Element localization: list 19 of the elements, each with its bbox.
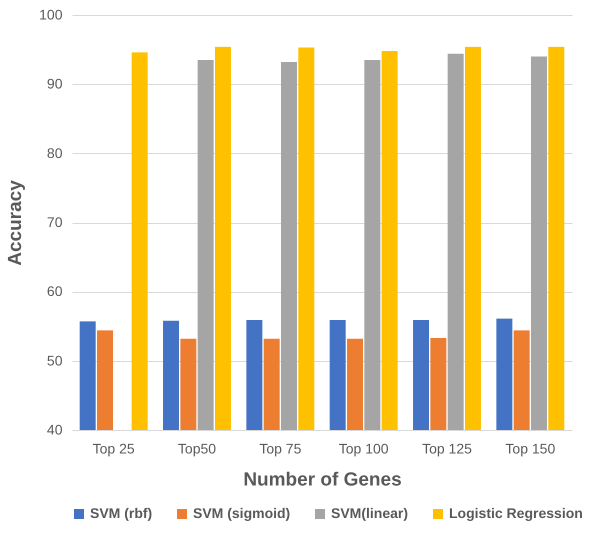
- y-tick-label: 80: [46, 144, 63, 161]
- x-tick-label: Top 25: [92, 440, 135, 456]
- x-tick-label: Top 150: [505, 440, 556, 456]
- legend-label: SVM (sigmoid): [193, 505, 290, 521]
- y-axis-title: Accuracy: [5, 180, 26, 266]
- x-tick-label: Top 100: [338, 440, 389, 456]
- y-tick-label: 40: [46, 422, 63, 438]
- x-tick-label: Top50: [178, 440, 216, 456]
- y-tick-label: 90: [46, 76, 63, 92]
- y-tick-label: 70: [46, 214, 63, 230]
- x-tick-label: Top 75: [259, 440, 302, 456]
- legend-label: SVM(linear): [331, 505, 408, 521]
- x-axis-title: Number of Genes: [243, 470, 402, 490]
- legend-label: SVM (rbf): [90, 505, 152, 521]
- y-tick-label: 60: [46, 283, 63, 300]
- legend-label: Logistic Regression: [449, 505, 583, 521]
- y-tick-label: 50: [46, 352, 63, 368]
- x-tick-label: Top 125: [422, 440, 472, 456]
- y-tick-label: 100: [39, 6, 63, 22]
